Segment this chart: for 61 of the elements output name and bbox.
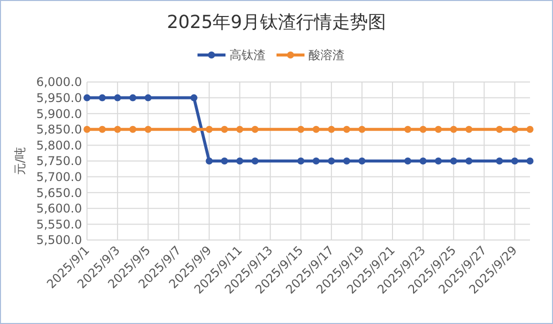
- y-tick-label: 5,700.0: [36, 170, 82, 184]
- point: [358, 158, 366, 164]
- point: [343, 126, 350, 133]
- point: [220, 126, 228, 133]
- point: [450, 126, 458, 133]
- point: [358, 126, 366, 133]
- point: [190, 126, 198, 133]
- y-tick-label: 5,650.0: [36, 186, 82, 200]
- y-tick-label: 5,750.0: [36, 154, 82, 168]
- point: [328, 158, 335, 164]
- y-tick-label: 5,500.0: [36, 233, 82, 248]
- point: [420, 126, 427, 133]
- point: [114, 126, 122, 133]
- point: [252, 158, 259, 164]
- y-tick-label: 6,000.0: [36, 75, 82, 90]
- point: [420, 158, 427, 164]
- legend-label: 酸溶渣: [308, 48, 344, 62]
- y-axis-title: 元/吨: [13, 146, 27, 176]
- point: [297, 126, 304, 133]
- point: [297, 158, 304, 164]
- y-tick-label: 5,950.0: [36, 91, 82, 105]
- point: [343, 158, 350, 164]
- point: [465, 126, 472, 133]
- point: [252, 126, 259, 133]
- point: [511, 158, 518, 164]
- y-tick-label: 5,550.0: [36, 217, 82, 232]
- point: [404, 158, 412, 164]
- point: [312, 126, 320, 133]
- y-tick-label: 5,900.0: [36, 106, 82, 121]
- point: [236, 126, 244, 133]
- legend-label: 高钛渣: [230, 48, 266, 62]
- point: [526, 126, 534, 133]
- point: [434, 126, 442, 133]
- y-tick-label: 5,800.0: [36, 138, 82, 152]
- point: [312, 158, 320, 164]
- point: [236, 158, 244, 164]
- point: [526, 158, 534, 164]
- point: [465, 158, 472, 164]
- y-tick-label: 5,600.0: [36, 202, 82, 216]
- point: [434, 158, 442, 164]
- point: [206, 126, 213, 133]
- point: [129, 94, 136, 102]
- point: [496, 158, 503, 164]
- point: [511, 126, 518, 133]
- point: [144, 94, 152, 102]
- point: [129, 126, 136, 133]
- point: [114, 94, 122, 102]
- point: [144, 126, 152, 133]
- point: [190, 94, 198, 102]
- point: [450, 158, 458, 164]
- point: [84, 94, 90, 102]
- y-tick-label: 5,850.0: [36, 122, 82, 137]
- point: [328, 126, 335, 133]
- point: [98, 94, 106, 102]
- point: [404, 126, 412, 133]
- chart-title: 2025年9月钛渣行情走势图: [166, 12, 386, 33]
- point: [98, 126, 106, 133]
- point: [496, 126, 503, 133]
- point: [220, 158, 228, 164]
- point: [84, 126, 90, 133]
- point: [206, 158, 213, 164]
